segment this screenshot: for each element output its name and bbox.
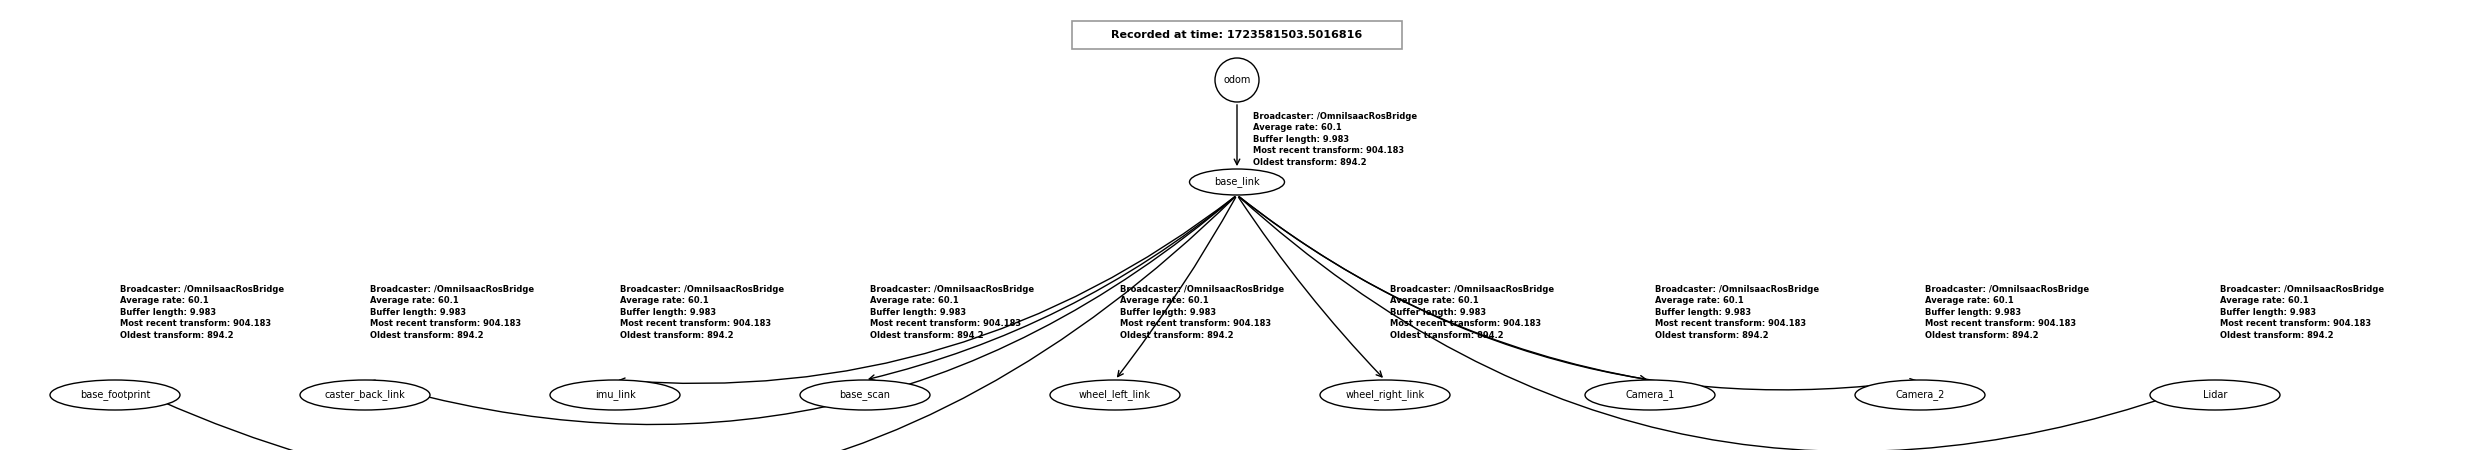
Text: Camera_1: Camera_1 [1625,390,1675,400]
FancyArrowPatch shape [1239,197,1383,377]
Text: Camera_2: Camera_2 [1895,390,1945,400]
FancyArrowPatch shape [1239,197,1645,381]
Ellipse shape [2150,380,2281,410]
FancyArrowPatch shape [119,197,1235,450]
Text: wheel_right_link: wheel_right_link [1346,390,1425,400]
Text: Broadcaster: /OmnilsaacRosBridge
Average rate: 60.1
Buffer length: 9.983
Most re: Broadcaster: /OmnilsaacRosBridge Average… [1121,285,1284,340]
Ellipse shape [1321,380,1450,410]
Text: Broadcaster: /OmnilsaacRosBridge
Average rate: 60.1
Buffer length: 9.983
Most re: Broadcaster: /OmnilsaacRosBridge Average… [1655,285,1818,340]
Text: Broadcaster: /OmnilsaacRosBridge
Average rate: 60.1
Buffer length: 9.983
Most re: Broadcaster: /OmnilsaacRosBridge Average… [121,285,285,340]
Ellipse shape [49,380,181,410]
Text: base_scan: base_scan [839,390,891,400]
FancyArrowPatch shape [369,197,1235,424]
Text: Broadcaster: /OmnilsaacRosBridge
Average rate: 60.1
Buffer length: 9.983
Most re: Broadcaster: /OmnilsaacRosBridge Average… [371,285,534,340]
Text: Broadcaster: /OmnilsaacRosBridge
Average rate: 60.1
Buffer length: 9.983
Most re: Broadcaster: /OmnilsaacRosBridge Average… [871,285,1034,340]
Text: Broadcaster: /OmnilsaacRosBridge
Average rate: 60.1
Buffer length: 9.983
Most re: Broadcaster: /OmnilsaacRosBridge Average… [1252,112,1418,167]
Text: Broadcaster: /OmnilsaacRosBridge
Average rate: 60.1
Buffer length: 9.983
Most re: Broadcaster: /OmnilsaacRosBridge Average… [621,285,784,340]
Text: Lidar: Lidar [2202,390,2227,400]
Ellipse shape [1856,380,1984,410]
Text: Broadcaster: /OmnilsaacRosBridge
Average rate: 60.1
Buffer length: 9.983
Most re: Broadcaster: /OmnilsaacRosBridge Average… [2219,285,2385,340]
Text: imu_link: imu_link [594,390,636,400]
Ellipse shape [1190,169,1284,195]
Text: base_footprint: base_footprint [79,390,151,400]
FancyArrowPatch shape [1239,197,1915,390]
FancyArrowPatch shape [618,197,1235,383]
Text: base_link: base_link [1215,176,1259,188]
Ellipse shape [299,380,430,410]
Circle shape [1215,58,1259,102]
Ellipse shape [1049,380,1180,410]
Ellipse shape [549,380,680,410]
FancyArrowPatch shape [1239,197,2212,450]
FancyArrowPatch shape [1118,198,1235,377]
Text: odom: odom [1222,75,1252,85]
FancyArrowPatch shape [868,197,1235,380]
Text: wheel_left_link: wheel_left_link [1079,390,1150,400]
Text: Broadcaster: /OmnilsaacRosBridge
Average rate: 60.1
Buffer length: 9.983
Most re: Broadcaster: /OmnilsaacRosBridge Average… [1925,285,2088,340]
Text: Recorded at time: 1723581503.5016816: Recorded at time: 1723581503.5016816 [1111,30,1363,40]
Text: caster_back_link: caster_back_link [324,390,406,400]
Ellipse shape [799,380,930,410]
Ellipse shape [1586,380,1714,410]
Text: Broadcaster: /OmnilsaacRosBridge
Average rate: 60.1
Buffer length: 9.983
Most re: Broadcaster: /OmnilsaacRosBridge Average… [1390,285,1554,340]
FancyBboxPatch shape [1071,21,1403,49]
